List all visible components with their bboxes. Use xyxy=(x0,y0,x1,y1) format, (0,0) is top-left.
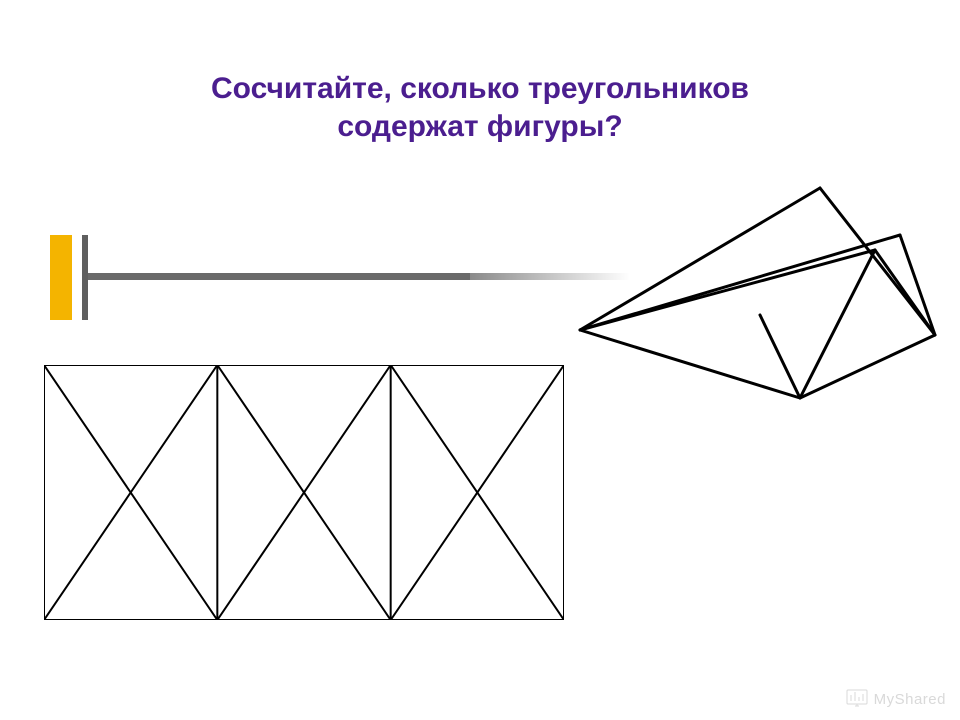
slide-title: Сосчитайте, сколько треугольников содерж… xyxy=(0,70,960,145)
title-line1: Сосчитайте, сколько треугольников xyxy=(211,72,749,105)
title-line2: содержат фигуры? xyxy=(337,110,622,143)
figure-rectangles xyxy=(44,365,564,620)
slide: Сосчитайте, сколько треугольников содерж… xyxy=(0,0,960,720)
accent-yellow xyxy=(50,235,72,320)
watermark: MyShared xyxy=(846,689,946,710)
watermark-icon xyxy=(846,689,868,710)
figure-complex xyxy=(565,180,945,410)
watermark-text: MyShared xyxy=(874,691,946,708)
